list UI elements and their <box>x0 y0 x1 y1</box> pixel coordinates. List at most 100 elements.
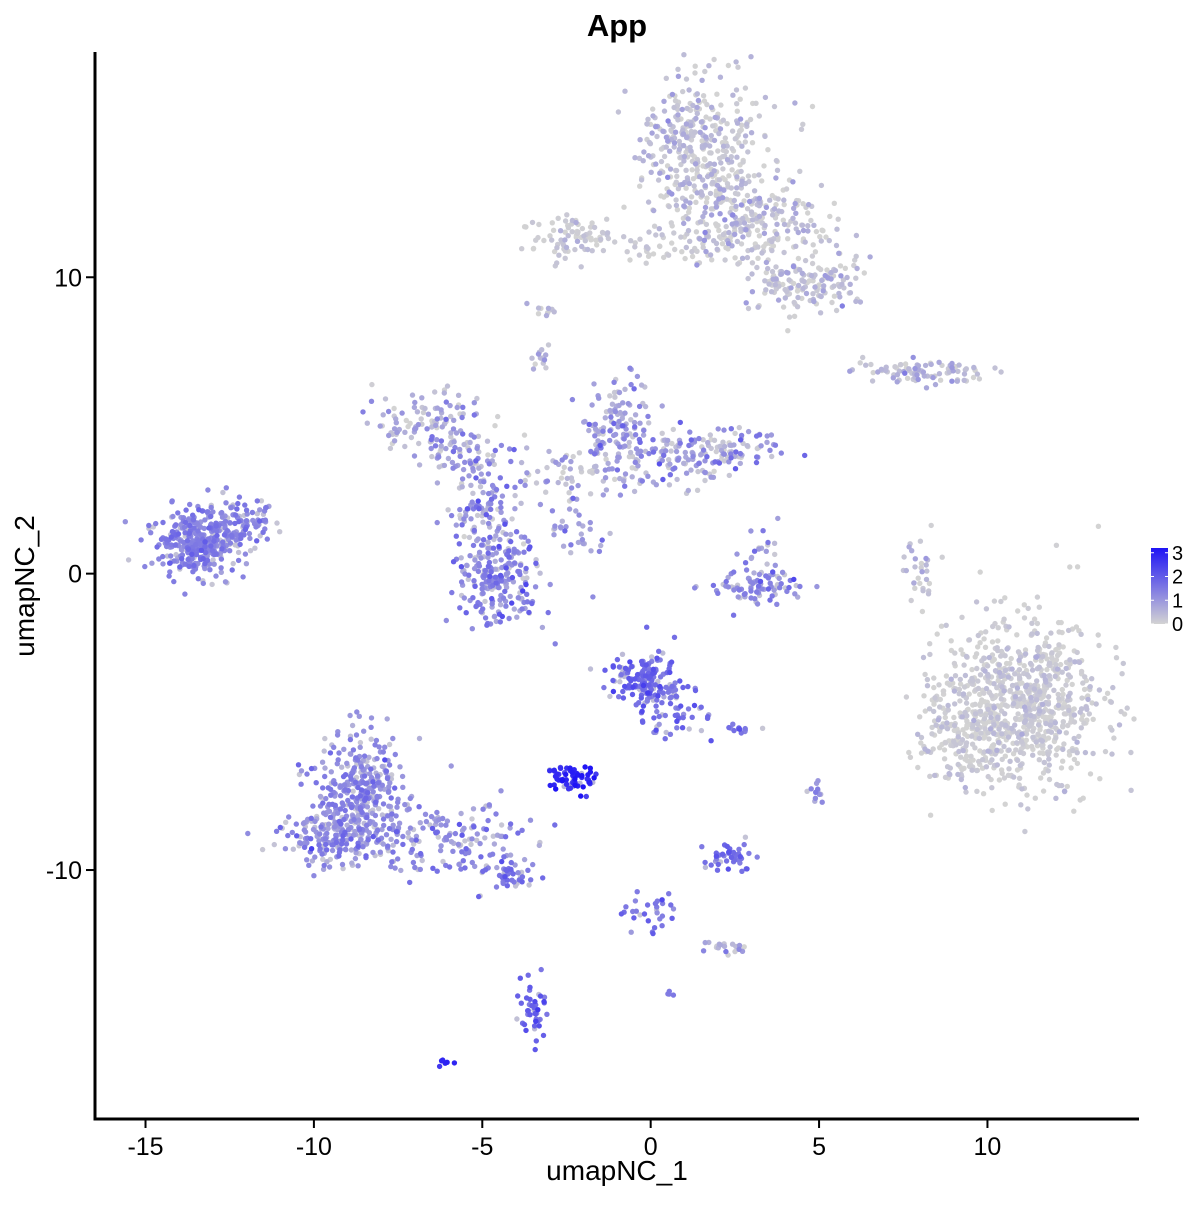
scatter-point <box>708 212 715 218</box>
scatter-point <box>703 248 709 255</box>
scatter-point <box>561 464 567 470</box>
scatter-point <box>786 314 793 320</box>
scatter-point <box>475 568 482 575</box>
scatter-point <box>741 841 747 848</box>
scatter-point <box>800 121 806 128</box>
scatter-point <box>480 537 487 543</box>
scatter-point <box>1037 750 1043 756</box>
scatter-point <box>808 786 814 792</box>
scatter-point <box>716 177 723 183</box>
scatter-point <box>970 374 977 381</box>
scatter-point <box>383 768 390 774</box>
scatter-point <box>681 203 687 209</box>
scatter-point <box>659 232 665 238</box>
scatter-point <box>793 243 799 249</box>
scatter-point <box>523 1027 529 1034</box>
scatter-point <box>492 423 498 429</box>
scatter-point <box>959 714 965 720</box>
scatter-point <box>409 392 416 398</box>
scatter-point <box>745 173 752 179</box>
scatter-point <box>1049 709 1055 715</box>
scatter-point <box>412 426 418 432</box>
scatter-point <box>562 237 568 243</box>
scatter-point <box>579 243 585 250</box>
scatter-point <box>618 911 625 917</box>
scatter-point <box>529 219 536 226</box>
scatter-point <box>985 748 991 754</box>
scatter-point <box>386 432 392 439</box>
scatter-point <box>732 190 739 197</box>
scatter-point <box>541 998 547 1005</box>
scatter-point <box>915 376 921 383</box>
scatter-point <box>1089 676 1095 682</box>
scatter-point <box>686 87 692 93</box>
scatter-point <box>926 580 933 587</box>
scatter-point <box>1015 711 1021 717</box>
scatter-point <box>802 239 808 245</box>
scatter-point <box>728 205 735 211</box>
scatter-point <box>736 846 742 852</box>
scatter-point <box>224 528 231 534</box>
scatter-point <box>655 693 661 699</box>
scatter-point <box>619 651 626 657</box>
scatter-point <box>568 485 575 491</box>
scatter-point <box>592 426 599 432</box>
scatter-point <box>607 393 613 399</box>
y-tick-label: 0 <box>68 561 82 589</box>
scatter-point <box>652 900 659 907</box>
scatter-point <box>547 768 553 774</box>
scatter-point <box>721 458 728 464</box>
scatter-point <box>759 725 766 731</box>
scatter-point <box>1052 673 1058 679</box>
scatter-point <box>695 97 702 104</box>
scatter-point <box>665 118 671 124</box>
scatter-point <box>694 110 700 117</box>
scatter-point <box>763 287 769 293</box>
scatter-point <box>707 432 713 438</box>
scatter-point <box>918 750 925 756</box>
scatter-point <box>569 396 576 403</box>
scatter-point <box>726 229 732 236</box>
scatter-point <box>668 659 675 665</box>
scatter-point <box>612 431 619 438</box>
scatter-point <box>994 762 1000 768</box>
scatter-point <box>748 209 755 215</box>
scatter-point <box>530 245 537 252</box>
scatter-point <box>138 537 144 543</box>
scatter-point <box>832 267 839 274</box>
scatter-point <box>742 133 749 139</box>
scatter-point <box>416 462 423 468</box>
scatter-point <box>860 354 866 361</box>
scatter-point <box>939 554 945 560</box>
scatter-point <box>1016 782 1022 788</box>
scatter-point <box>591 451 598 457</box>
scatter-point <box>707 161 713 167</box>
scatter-point <box>462 459 468 465</box>
scatter-point <box>434 809 440 816</box>
scatter-point <box>461 533 467 540</box>
scatter-point <box>961 684 968 690</box>
scatter-point <box>254 511 260 517</box>
scatter-point <box>949 364 955 371</box>
scatter-point <box>208 543 214 549</box>
scatter-point <box>380 749 386 755</box>
scatter-point <box>323 795 329 802</box>
scatter-point <box>1045 694 1052 700</box>
scatter-point <box>185 556 191 563</box>
scatter-point <box>1002 653 1008 659</box>
scatter-point <box>611 379 617 385</box>
scatter-point <box>448 839 455 845</box>
scatter-point <box>763 204 770 211</box>
scatter-point <box>545 342 552 348</box>
scatter-point <box>320 800 326 806</box>
scatter-point <box>911 580 917 586</box>
scatter-point <box>580 523 586 529</box>
scatter-point <box>277 529 283 535</box>
scatter-point <box>1017 762 1023 769</box>
scatter-point <box>451 439 457 445</box>
scatter-point <box>154 544 160 550</box>
scatter-point <box>640 687 646 693</box>
scatter-point <box>963 700 970 706</box>
scatter-point <box>739 255 746 261</box>
scatter-point <box>410 859 417 866</box>
